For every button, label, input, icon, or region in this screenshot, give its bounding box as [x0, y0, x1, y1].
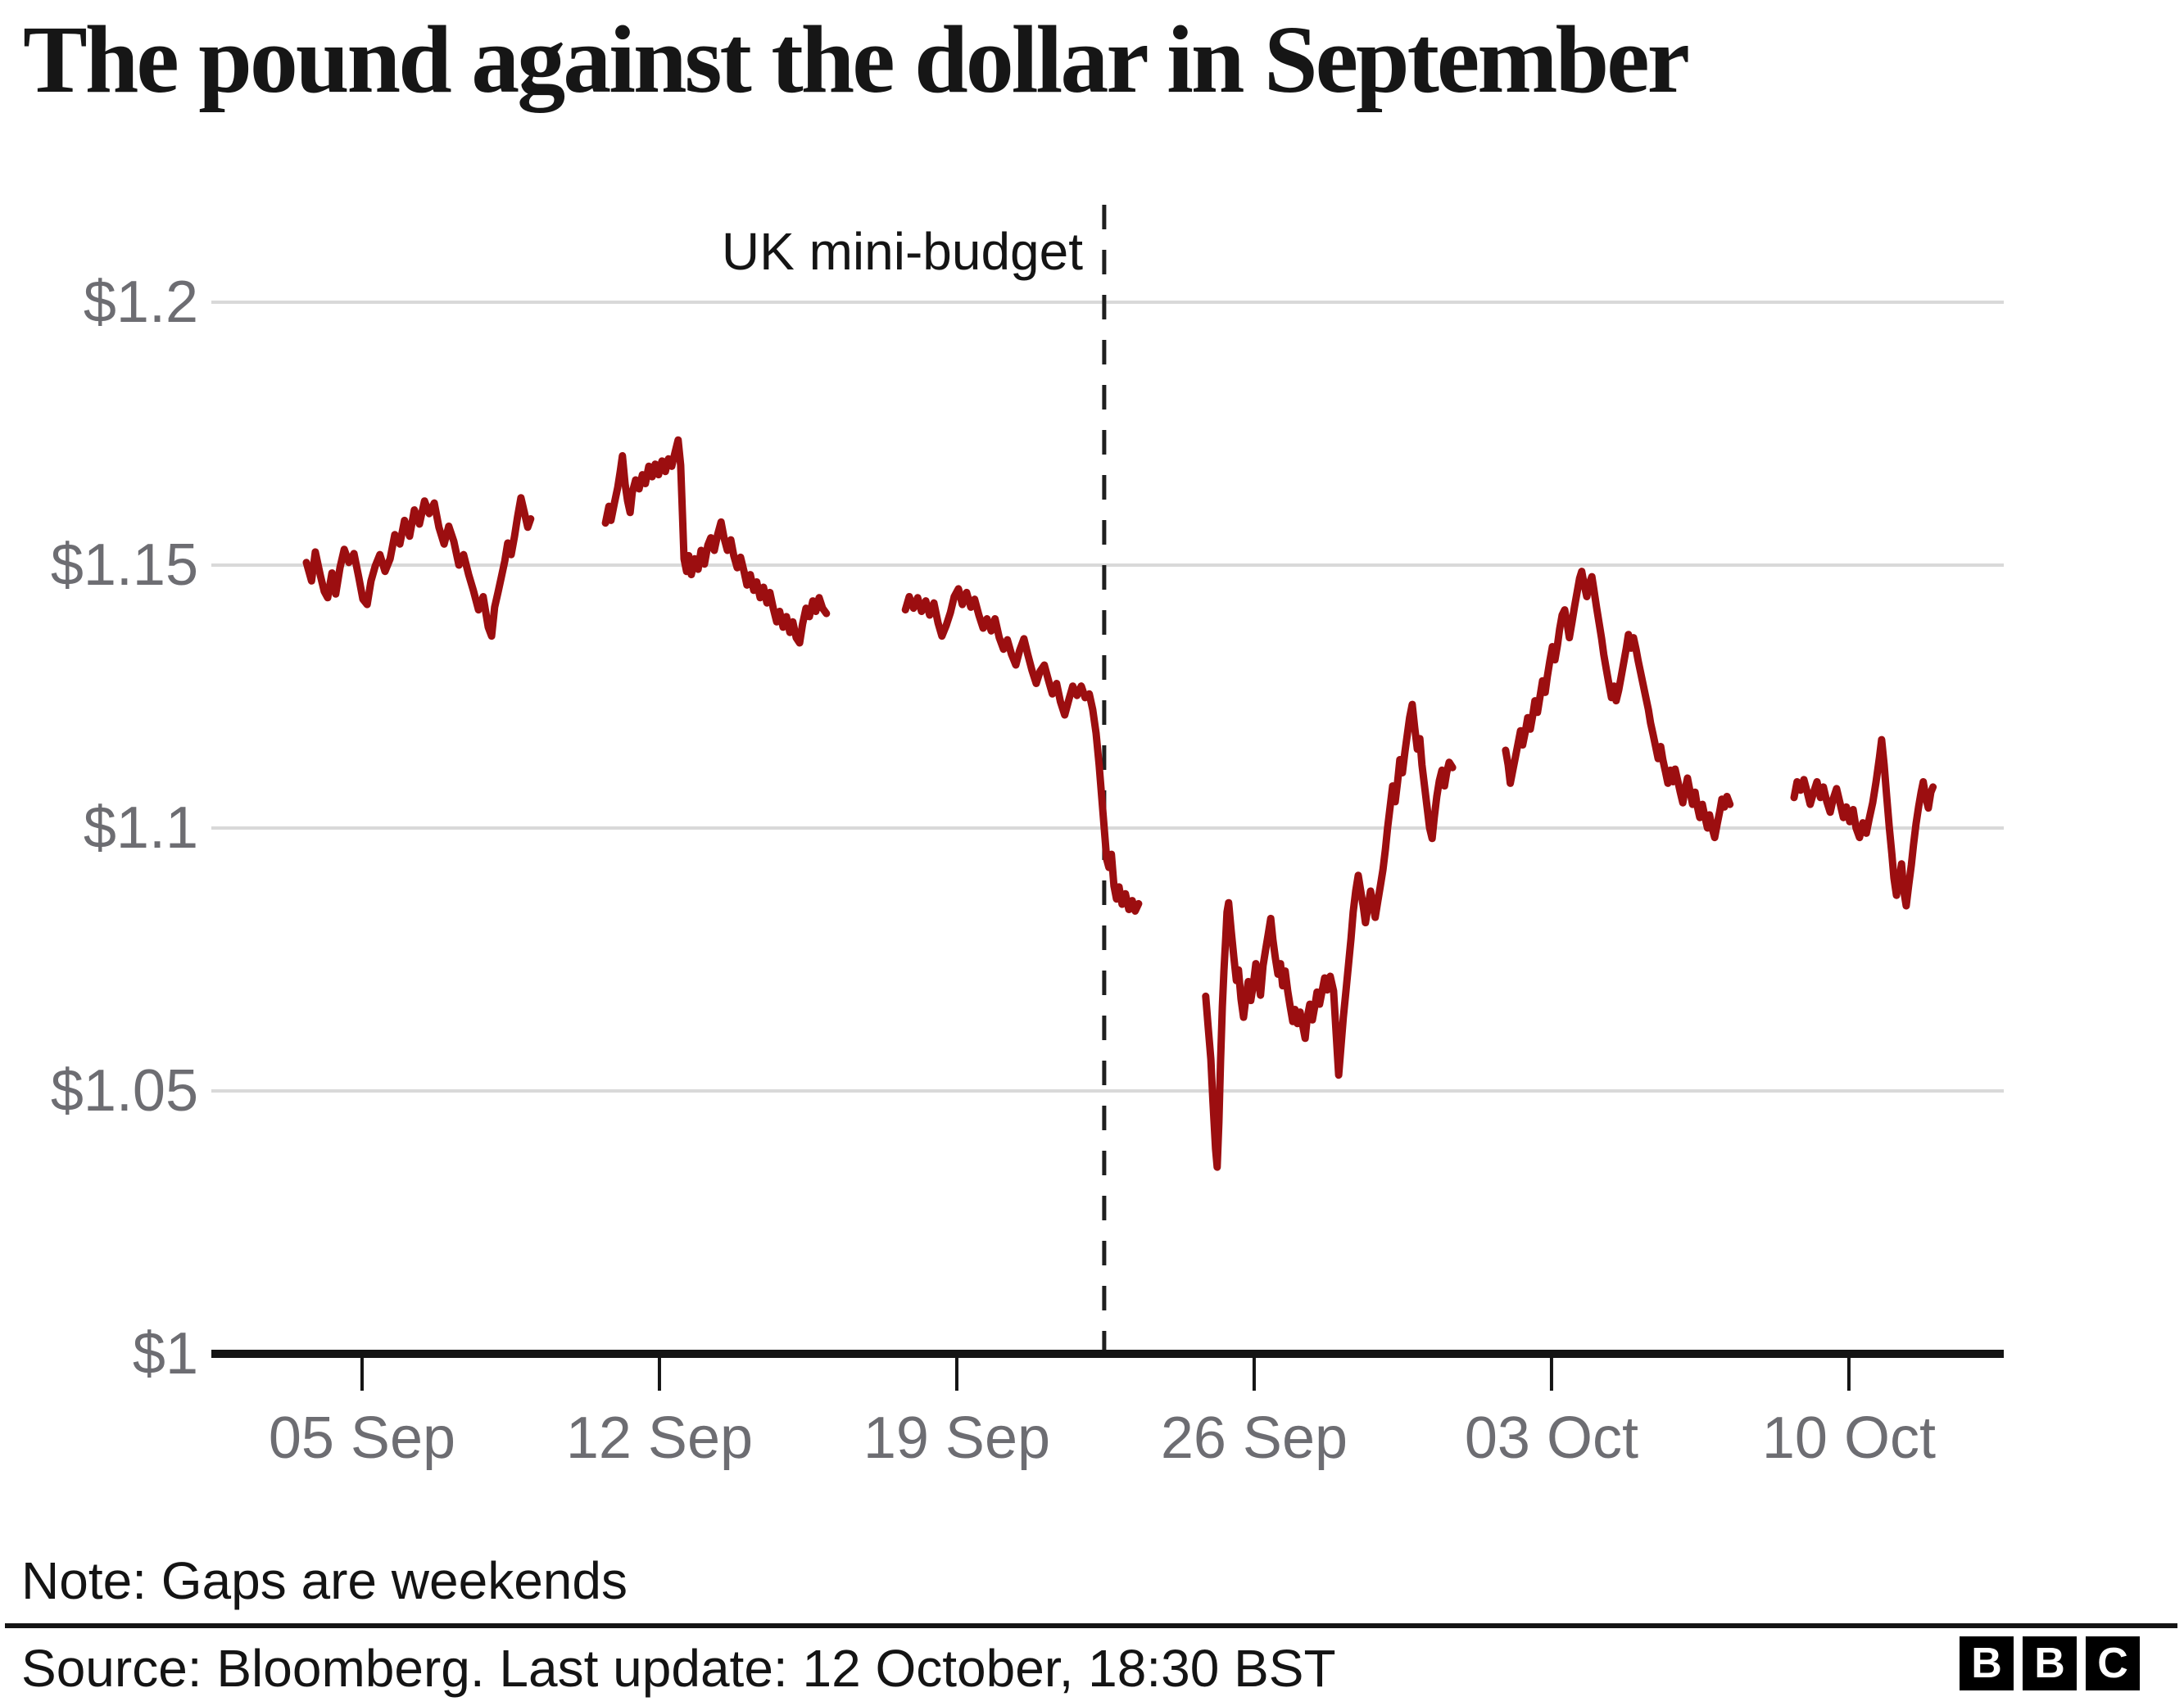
y-axis-label: $1: [132, 1321, 198, 1387]
gbpusd-line-segment: [302, 494, 535, 640]
y-axis-label: $1.05: [50, 1058, 198, 1124]
gbpusd-line-segment: [901, 585, 1143, 915]
y-axis-label: $1.1: [83, 795, 198, 861]
y-axis-label: $1.2: [83, 269, 198, 335]
x-axis-label: 10 Oct: [1761, 1405, 1936, 1471]
x-axis-label: 03 Oct: [1464, 1405, 1638, 1471]
x-axis-label: 19 Sep: [863, 1405, 1051, 1471]
x-axis-label: 26 Sep: [1160, 1405, 1348, 1471]
footnote: Note: Gaps are weekends: [21, 1551, 628, 1610]
footer-divider: [5, 1623, 2177, 1628]
gbpusd-line-segment: [1790, 735, 1937, 910]
gbpusd-line-segment: [1502, 568, 1734, 842]
y-axis-label: $1.15: [50, 532, 198, 598]
x-axis-label: 12 Sep: [565, 1405, 754, 1471]
bbc-logo-block: B: [2023, 1636, 2077, 1690]
mini-budget-annotation-label: UK mini-budget: [721, 222, 1083, 281]
gbpusd-line-segment: [601, 436, 831, 647]
bbc-logo-block: C: [2086, 1636, 2140, 1690]
gbpusd-line-segment: [1202, 700, 1457, 1171]
bbc-logo-block: B: [1960, 1636, 2014, 1690]
x-axis-label: 05 Sep: [268, 1405, 456, 1471]
source-line: Source: Bloomberg. Last update: 12 Octob…: [21, 1639, 1336, 1698]
chart-title: The pound against the dollar in Septembe…: [23, 6, 1690, 113]
